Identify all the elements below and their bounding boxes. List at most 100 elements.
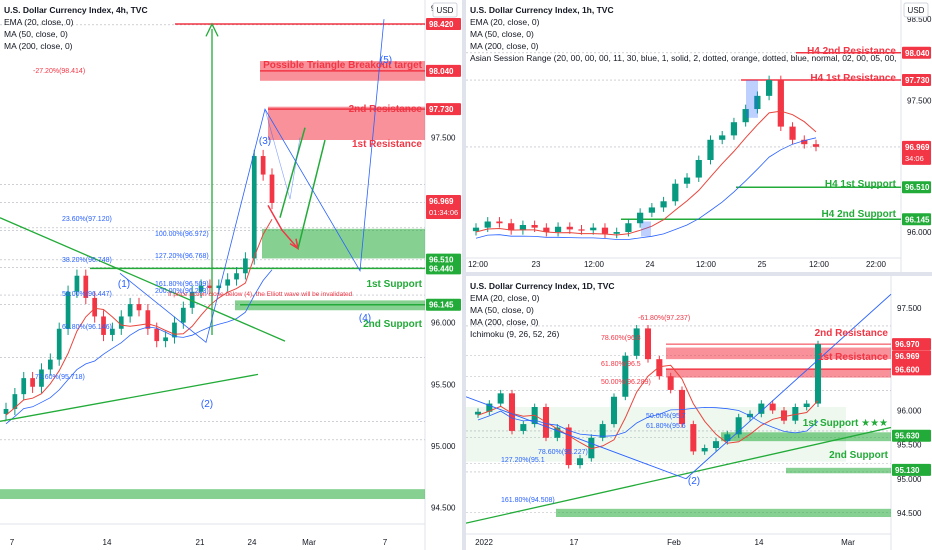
panel-divider-vertical[interactable] bbox=[462, 0, 466, 550]
price-axis-tick: 94.500 bbox=[897, 509, 922, 518]
chart-canvas-4h[interactable]: 97.50096.00095.50095.00094.50098.50098.4… bbox=[0, 0, 462, 550]
candle-body bbox=[554, 226, 562, 233]
currency-badge bbox=[432, 2, 458, 18]
candle-body bbox=[189, 291, 195, 308]
projection-path-up-1 bbox=[279, 127, 306, 218]
indicator-ma200[interactable]: MA (200, close, 0) bbox=[4, 41, 73, 51]
price-axis-tick: 96.000 bbox=[897, 406, 922, 415]
candle-body bbox=[110, 328, 115, 335]
time-axis-label: 7 bbox=[10, 538, 15, 547]
price-label-value: 96.510 bbox=[429, 256, 454, 265]
chart-canvas-1h[interactable]: 97.500 96.000 98.500 98.040 97.730 96.969 34:0… bbox=[466, 0, 932, 272]
time-axis-label: 14 bbox=[755, 538, 764, 547]
candle-body bbox=[637, 212, 644, 224]
price-label-badge bbox=[892, 429, 931, 442]
candle-body bbox=[792, 407, 799, 421]
ema-20-line bbox=[477, 364, 819, 450]
candle-body bbox=[599, 424, 606, 438]
indicator-ichimoku[interactable]: Ichimoku (9, 26, 52, 26) bbox=[470, 329, 560, 339]
price-label-countdown: 34:06 bbox=[905, 154, 924, 163]
indicator-ma200[interactable]: MA (200, close, 0) bbox=[470, 41, 539, 51]
price-label-badge bbox=[426, 262, 461, 275]
chart-canvas-1d[interactable]: 97.500 96.000 95.500 95.000 94.500 96.970 96.9… bbox=[466, 276, 932, 550]
price-label-value: 96.145 bbox=[905, 215, 930, 224]
chart-annotation: 1st Support ★★★ bbox=[803, 418, 888, 429]
currency-badge-text: USD bbox=[908, 6, 925, 15]
fib-label: 100.00%(96.972) bbox=[155, 231, 209, 238]
candle-body bbox=[65, 291, 71, 329]
candle-body bbox=[234, 273, 239, 280]
chart-panel-1h[interactable]: 97.500 96.000 98.500 98.040 97.730 96.969 34:0… bbox=[466, 0, 932, 272]
price-label-badge bbox=[902, 74, 931, 87]
chart-annotation: 1st Support bbox=[366, 279, 422, 290]
candle-body bbox=[814, 344, 822, 404]
candle-body bbox=[742, 109, 749, 123]
candle-body bbox=[648, 207, 655, 213]
indicator-ema[interactable]: EMA (20, close, 0) bbox=[470, 17, 540, 27]
indicator-asian-session-range[interactable]: Asian Session Range (20, 00, 00, 00, 11,… bbox=[470, 53, 898, 63]
candle-body bbox=[180, 307, 186, 323]
candle-body bbox=[724, 434, 731, 442]
price-label-value: 96.969 bbox=[895, 352, 920, 361]
time-axis-label: 14 bbox=[103, 538, 112, 547]
indicator-ema[interactable]: EMA (20, close, 0) bbox=[4, 17, 74, 27]
candle-body bbox=[243, 258, 248, 274]
indicator-ma50[interactable]: MA (50, close, 0) bbox=[4, 29, 68, 39]
support-zone-bottom bbox=[0, 489, 425, 500]
chart-annotation: 2nd Support bbox=[829, 450, 889, 461]
candle-body bbox=[216, 285, 222, 289]
candle-body bbox=[198, 285, 204, 292]
candle-body bbox=[613, 232, 620, 234]
candle-body bbox=[136, 304, 142, 311]
candle-body bbox=[269, 174, 275, 203]
indicator-ema[interactable]: EMA (20, close, 0) bbox=[470, 293, 540, 303]
candle-body bbox=[12, 394, 18, 409]
panel-divider-horizontal[interactable] bbox=[466, 272, 932, 276]
candle-body bbox=[765, 80, 773, 96]
fib-label: 38.20%(96.748) bbox=[62, 257, 112, 264]
price-label-value: 98.420 bbox=[429, 20, 454, 29]
fib-label: 161.80%(96.509) bbox=[155, 281, 209, 288]
fib-label: 61.80%(96.5 bbox=[601, 361, 641, 368]
triangle-lower-line bbox=[0, 373, 259, 422]
candle-body bbox=[578, 229, 585, 231]
price-axis-tick: 94.500 bbox=[431, 504, 456, 513]
chart-panel-4h[interactable]: 97.50096.00095.50095.00094.50098.50098.4… bbox=[0, 0, 462, 550]
ma-50-line bbox=[477, 406, 819, 437]
fib-label: 50.00%(95.7 bbox=[646, 413, 686, 420]
price-axis-tick: 95.000 bbox=[431, 442, 456, 451]
elliott-wave-label: (4) bbox=[359, 313, 371, 324]
chart-title-1d: U.S. Dollar Currency Index, 1D, TVC bbox=[470, 281, 615, 291]
time-axis-label: 25 bbox=[758, 260, 767, 269]
indicator-ma50[interactable]: MA (50, close, 0) bbox=[470, 29, 534, 39]
chart-title-4h: U.S. Dollar Currency Index, 4h, TVC bbox=[4, 5, 148, 15]
price-axis-bg bbox=[425, 0, 462, 550]
candle-body bbox=[172, 322, 177, 338]
chart-legend-1h: U.S. Dollar Currency Index, 1h, TVC EMA … bbox=[470, 4, 898, 64]
candle-body bbox=[497, 393, 504, 404]
candle-body bbox=[701, 448, 708, 452]
price-label-value: 96.145 bbox=[429, 301, 454, 310]
candle-body bbox=[56, 328, 62, 360]
fib-label: 78.60%(96.8 bbox=[601, 335, 641, 342]
candle-body bbox=[127, 304, 133, 317]
indicator-ma200[interactable]: MA (200, close, 0) bbox=[470, 317, 539, 327]
price-label-badge bbox=[426, 103, 461, 116]
time-axis-label: Feb bbox=[667, 538, 681, 547]
candle-body bbox=[207, 285, 213, 289]
time-axis-label: 24 bbox=[248, 538, 257, 547]
time-axis-label: 21 bbox=[196, 538, 205, 547]
time-axis-label: 12:00 bbox=[468, 260, 489, 269]
chart-panel-1d[interactable]: 97.500 96.000 95.500 95.000 94.500 96.970 96.9… bbox=[466, 276, 932, 550]
fib-label: 61.80%(96.146) bbox=[62, 324, 112, 331]
chart-annotation: 2nd Resistance bbox=[349, 104, 423, 115]
candle-body bbox=[754, 95, 761, 110]
candle-body bbox=[735, 417, 742, 435]
indicator-ma50[interactable]: MA (50, close, 0) bbox=[470, 305, 534, 315]
ma-50-line bbox=[5, 269, 273, 425]
candle-body bbox=[758, 403, 765, 414]
candle-body bbox=[803, 403, 810, 407]
price-axis-tick: 95.500 bbox=[897, 441, 922, 450]
candle-body bbox=[683, 177, 691, 184]
candle-body bbox=[719, 135, 726, 140]
